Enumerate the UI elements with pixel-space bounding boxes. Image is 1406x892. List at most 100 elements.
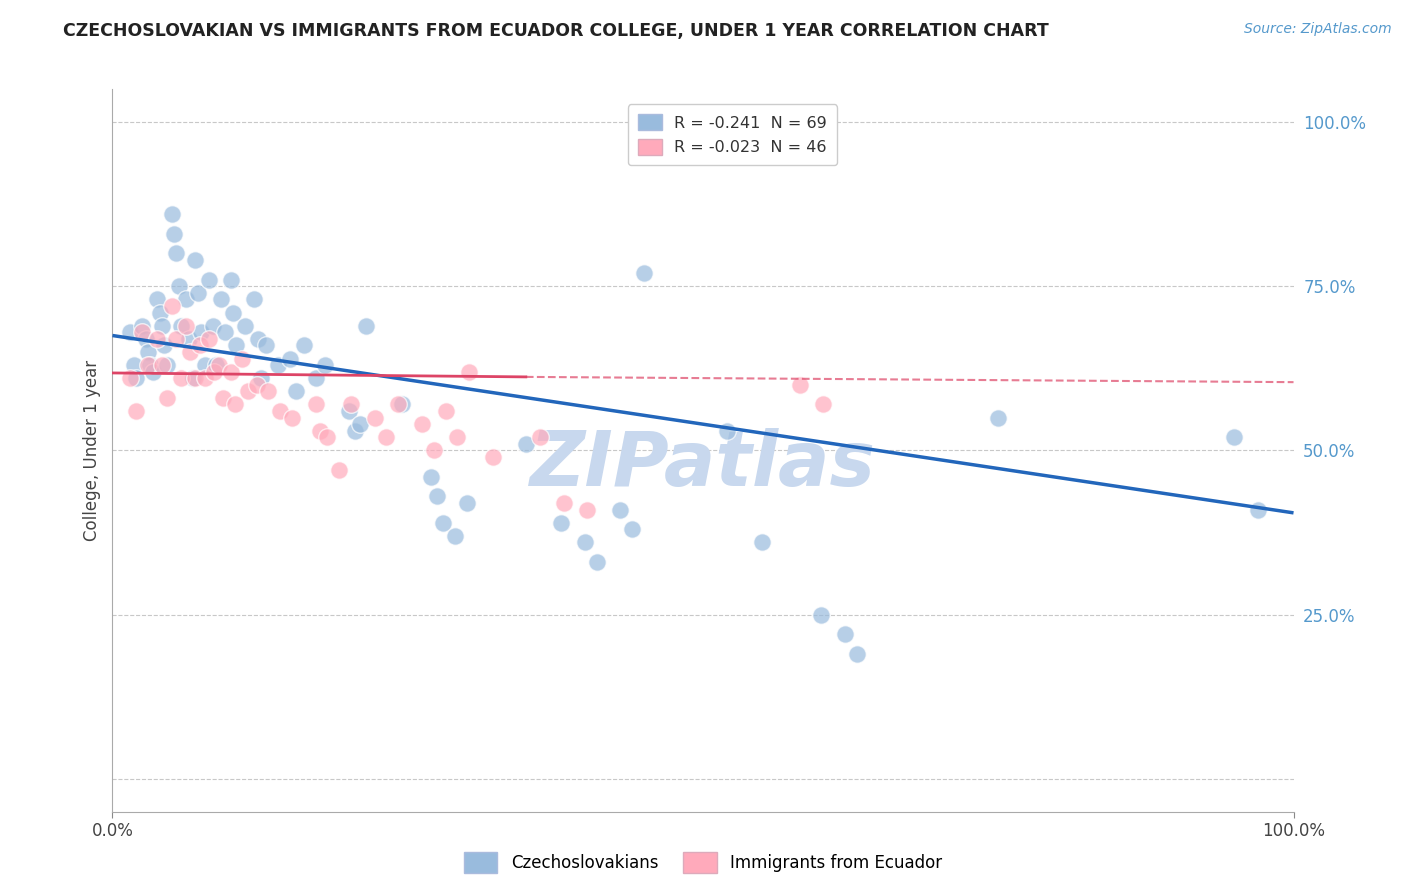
Point: [1223, 430, 1246, 444]
Point: [633, 266, 655, 280]
Point: [167, 279, 190, 293]
Point: [375, 430, 398, 444]
Point: [174, 318, 197, 333]
Point: [198, 273, 221, 287]
Point: [142, 365, 165, 379]
Point: [304, 397, 326, 411]
Point: [813, 397, 835, 411]
Point: [458, 365, 481, 379]
Point: [225, 338, 247, 352]
Y-axis label: College, Under 1 year: College, Under 1 year: [83, 359, 101, 541]
Point: [184, 252, 207, 267]
Point: [163, 227, 186, 241]
Point: [444, 529, 467, 543]
Legend: R = -0.241  N = 69, R = -0.023  N = 46: R = -0.241 N = 69, R = -0.023 N = 46: [628, 104, 837, 165]
Point: [456, 496, 478, 510]
Point: [201, 318, 224, 333]
Point: [194, 371, 217, 385]
Point: [246, 332, 269, 346]
Point: [202, 365, 225, 379]
Point: [188, 338, 211, 352]
Point: [278, 351, 301, 366]
Text: CZECHOSLOVAKIAN VS IMMIGRANTS FROM ECUADOR COLLEGE, UNDER 1 YEAR CORRELATION CHA: CZECHOSLOVAKIAN VS IMMIGRANTS FROM ECUAD…: [63, 22, 1049, 40]
Text: Source: ZipAtlas.com: Source: ZipAtlas.com: [1244, 22, 1392, 37]
Point: [550, 516, 572, 530]
Point: [340, 397, 363, 411]
Point: [349, 417, 371, 432]
Point: [1247, 502, 1270, 516]
Point: [219, 273, 242, 287]
Point: [135, 332, 157, 346]
Point: [224, 397, 246, 411]
Point: [120, 371, 142, 385]
Point: [214, 325, 236, 339]
Point: [186, 285, 208, 300]
Point: [432, 516, 454, 530]
Point: [337, 404, 360, 418]
Point: [269, 404, 291, 418]
Point: [181, 371, 204, 385]
Point: [284, 384, 307, 399]
Point: [156, 391, 179, 405]
Point: [139, 358, 162, 372]
Point: [136, 358, 159, 372]
Point: [238, 384, 260, 399]
Point: [198, 332, 221, 346]
Point: [205, 358, 228, 372]
Point: [328, 463, 350, 477]
Point: [120, 325, 142, 339]
Point: [834, 627, 856, 641]
Point: [250, 371, 273, 385]
Point: [179, 345, 201, 359]
Point: [150, 318, 173, 333]
Point: [170, 318, 193, 333]
Point: [122, 358, 145, 372]
Point: [576, 502, 599, 516]
Point: [481, 450, 503, 464]
Point: [529, 430, 551, 444]
Point: [257, 384, 280, 399]
Point: [343, 424, 366, 438]
Point: [146, 332, 169, 346]
Point: [254, 338, 277, 352]
Point: [292, 338, 315, 352]
Point: [585, 555, 607, 569]
Point: [426, 490, 449, 504]
Point: [245, 377, 267, 392]
Point: [136, 345, 159, 359]
Point: [267, 358, 290, 372]
Point: [422, 443, 444, 458]
Point: [150, 358, 173, 372]
Point: [356, 318, 378, 333]
Text: ZIPatlas: ZIPatlas: [530, 428, 876, 502]
Point: [987, 410, 1010, 425]
Point: [131, 318, 153, 333]
Point: [231, 351, 253, 366]
Point: [160, 299, 183, 313]
Point: [810, 607, 832, 622]
Point: [149, 305, 172, 319]
Point: [212, 391, 235, 405]
Point: [515, 437, 537, 451]
Legend: Czechoslovakians, Immigrants from Ecuador: Czechoslovakians, Immigrants from Ecuado…: [457, 846, 949, 880]
Point: [446, 430, 468, 444]
Point: [845, 647, 868, 661]
Point: [125, 371, 148, 385]
Point: [751, 535, 773, 549]
Point: [208, 358, 231, 372]
Point: [146, 293, 169, 307]
Point: [411, 417, 433, 432]
Point: [165, 246, 187, 260]
Point: [165, 332, 187, 346]
Point: [233, 318, 256, 333]
Point: [363, 410, 385, 425]
Point: [125, 404, 148, 418]
Point: [304, 371, 326, 385]
Point: [209, 293, 232, 307]
Point: [153, 338, 176, 352]
Point: [621, 522, 644, 536]
Point: [314, 358, 336, 372]
Point: [716, 424, 738, 438]
Point: [170, 371, 193, 385]
Point: [391, 397, 413, 411]
